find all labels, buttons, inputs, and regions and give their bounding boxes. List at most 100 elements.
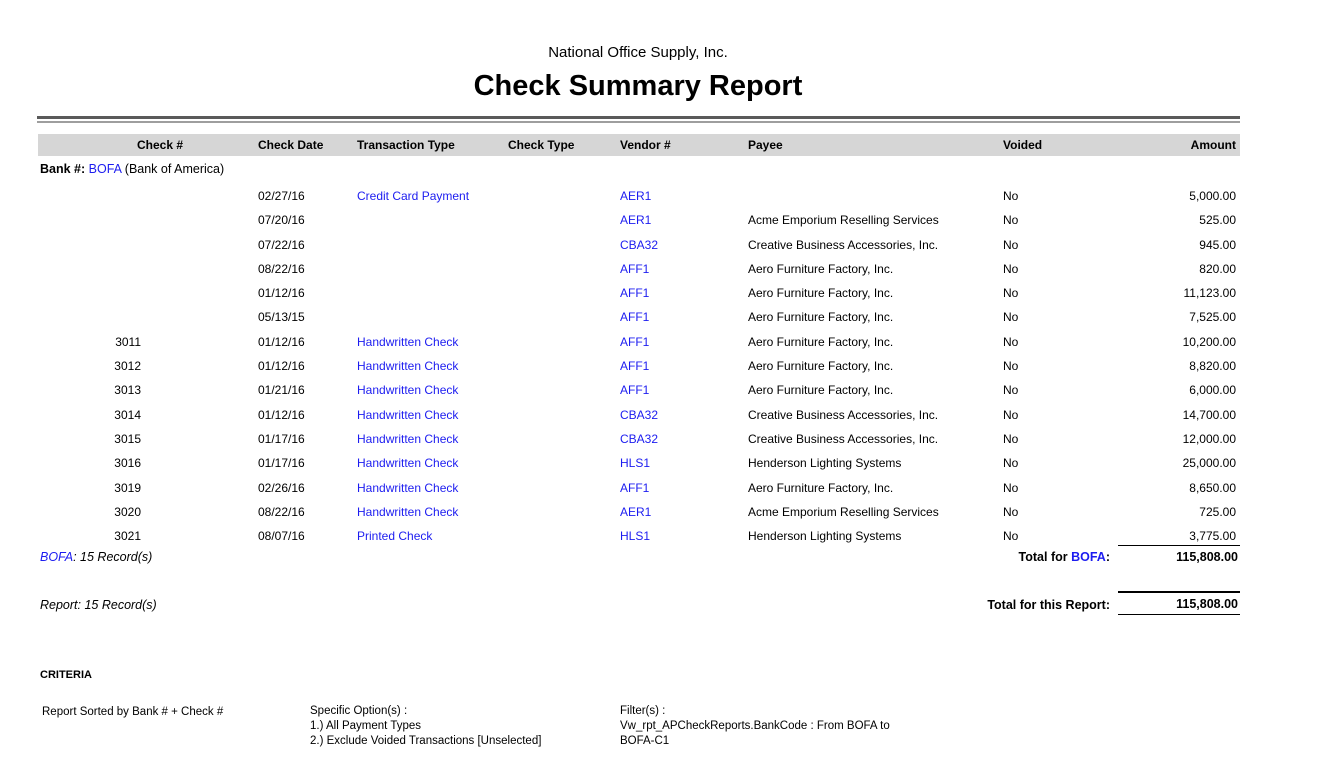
cell-amount: 25,000.00 [1182,456,1236,471]
cell-amount: 10,200.00 [1182,334,1236,349]
bank-name: (Bank of America) [124,162,225,176]
table-row: 07/22/16 CBA32 Creative Business Accesso… [0,233,1320,257]
cell-amount: 8,650.00 [1189,480,1236,495]
divider-thin-line [37,121,1240,123]
table-row: 02/27/16 Credit Card Payment AER1 No 5,0… [0,184,1320,208]
cell-transaction-type-link[interactable]: Handwritten Check [357,480,459,495]
cell-transaction-type-link[interactable]: Printed Check [357,529,433,544]
cell-payee: Aero Furniture Factory, Inc. [748,261,894,276]
cell-amount: 945.00 [1199,237,1236,252]
cell-vendor-no-link[interactable]: CBA32 [620,407,659,422]
cell-voided: No [1003,334,1019,349]
cell-vendor-no-link[interactable]: AER1 [620,504,652,519]
cell-voided: No [1003,529,1019,544]
col-header-payee: Payee [748,138,783,152]
cell-voided: No [1003,480,1019,495]
cell-amount: 5,000.00 [1189,189,1236,203]
cell-check-date: 01/12/16 [258,286,305,301]
cell-payee: Henderson Lighting Systems [748,456,902,471]
cell-voided: No [1003,310,1019,325]
cell-check-date: 01/12/16 [258,359,305,374]
cell-vendor-no-link[interactable]: CBA32 [620,237,659,252]
cell-check-date: 01/17/16 [258,431,305,446]
cell-payee: Aero Furniture Factory, Inc. [748,383,894,398]
cell-check-no: 3012 [114,359,141,374]
cell-vendor-no-link[interactable]: HLS1 [620,529,651,544]
cell-check-date: 08/22/16 [258,504,305,519]
cell-payee: Creative Business Accessories, Inc. [748,407,939,422]
cell-voided: No [1003,407,1019,422]
cell-payee: Aero Furniture Factory, Inc. [748,286,894,301]
cell-check-no: 3015 [114,431,141,446]
cell-transaction-type-link[interactable]: Handwritten Check [357,431,459,446]
table-row: 3014 01/12/16 Handwritten Check CBA32 Cr… [0,403,1320,427]
col-header-check-no: Check # [136,138,183,152]
cell-transaction-type-link[interactable]: Credit Card Payment [357,189,470,203]
bank-label: Bank #: [40,162,86,176]
cell-payee: Aero Furniture Factory, Inc. [748,359,894,374]
table-row: 3019 02/26/16 Handwritten Check AFF1 Aer… [0,476,1320,500]
cell-voided: No [1003,213,1019,228]
cell-payee: Acme Emporium Reselling Services [748,213,939,228]
col-header-check-type: Check Type [508,138,575,152]
criteria-option-1: 1.) All Payment Types [310,720,422,732]
cell-voided: No [1003,359,1019,374]
table-row: 3021 08/07/16 Printed Check HLS1 Henders… [0,524,1320,548]
cell-vendor-no-link[interactable]: AFF1 [620,286,650,301]
col-header-vendor-no: Vendor # [620,138,671,152]
cell-amount: 6,000.00 [1189,383,1236,398]
bank-code-link[interactable]: BOFA [88,162,122,176]
cell-vendor-no-link[interactable]: AFF1 [620,310,650,325]
bank-code-link[interactable]: BOFA [40,550,74,564]
criteria-sort-text: Report Sorted by Bank # + Check # [42,706,224,718]
divider-gap [37,119,1240,121]
cell-vendor-no-link[interactable]: AER1 [620,213,652,228]
cell-vendor-no-link[interactable]: AFF1 [620,383,650,398]
table-row: 3015 01/17/16 Handwritten Check CBA32 Cr… [0,427,1320,451]
cell-voided: No [1003,504,1019,519]
cell-vendor-no-link[interactable]: AFF1 [620,261,650,276]
criteria-filter-line-1: Vw_rpt_APCheckReports.BankCode : From BO… [620,720,890,732]
report-total-label: Total for this Report: [987,598,1110,612]
cell-transaction-type-link[interactable]: Handwritten Check [357,456,459,471]
cell-check-date: 07/20/16 [258,213,305,228]
divider-thick-line [37,116,1240,119]
cell-check-date: 01/12/16 [258,407,305,422]
cell-amount: 725.00 [1199,504,1236,519]
cell-vendor-no-link[interactable]: AFF1 [620,334,650,349]
cell-vendor-no-link[interactable]: AER1 [620,189,652,203]
cell-transaction-type-link[interactable]: Handwritten Check [357,334,459,349]
table-row: 3016 01/17/16 Handwritten Check HLS1 Hen… [0,451,1320,475]
cell-transaction-type-link[interactable]: Handwritten Check [357,407,459,422]
cell-vendor-no-link[interactable]: AFF1 [620,480,650,495]
cell-transaction-type-link[interactable]: Handwritten Check [357,504,459,519]
cell-check-date: 01/12/16 [258,334,305,349]
cell-vendor-no-link[interactable]: AFF1 [620,359,650,374]
cell-vendor-no-link[interactable]: CBA32 [620,431,659,446]
cell-check-no: 3019 [114,480,141,495]
cell-check-date: 05/13/15 [258,310,305,325]
cell-payee: Aero Furniture Factory, Inc. [748,310,894,325]
cell-amount: 525.00 [1199,213,1236,228]
cell-voided: No [1003,237,1019,252]
cell-vendor-no-link[interactable]: HLS1 [620,456,651,471]
table-row: 3012 01/12/16 Handwritten Check AFF1 Aer… [0,354,1320,378]
cell-transaction-type-link[interactable]: Handwritten Check [357,359,459,374]
cell-payee: Creative Business Accessories, Inc. [748,431,939,446]
cell-transaction-type-link[interactable]: Handwritten Check [357,383,459,398]
cell-voided: No [1003,456,1019,471]
cell-amount: 7,525.00 [1189,310,1236,325]
bank-group-header: Bank #: BOFA (Bank of America) [40,162,224,176]
cell-payee: Acme Emporium Reselling Services [748,504,939,519]
cell-check-date: 08/07/16 [258,529,305,544]
bank-total-label-suffix: : [1105,550,1110,564]
cell-check-no: 3021 [114,529,141,544]
cell-voided: No [1003,261,1019,276]
criteria-option-2: 2.) Exclude Voided Transactions [Unselec… [310,735,542,747]
criteria-filter-line-2: BOFA-C1 [620,735,670,747]
table-row: 08/22/16 AFF1 Aero Furniture Factory, In… [0,257,1320,281]
table-row: 3020 08/22/16 Handwritten Check AER1 Acm… [0,500,1320,524]
cell-check-no: 3014 [114,407,141,422]
col-header-transaction-type: Transaction Type [357,138,455,152]
bank-code-link[interactable]: BOFA [1071,550,1106,564]
